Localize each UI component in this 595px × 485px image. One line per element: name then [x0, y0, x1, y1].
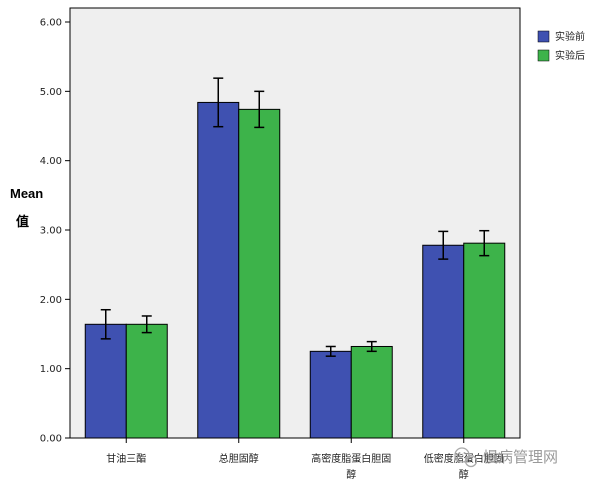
- bars: [84, 77, 506, 439]
- bar-before: [197, 101, 240, 439]
- y-axis-label-line2: 值: [16, 214, 29, 229]
- legend-swatch-before: [537, 30, 550, 43]
- x-category-label: 醇: [346, 468, 356, 481]
- y-tick-label: 5.00: [40, 87, 62, 98]
- legend: 实验前 实验后: [537, 30, 585, 62]
- x-category-label: 高密度脂蛋白胆固: [311, 452, 391, 465]
- bar-before: [309, 350, 352, 439]
- y-tick-label: 3.00: [40, 226, 62, 237]
- bar-before: [422, 244, 465, 439]
- x-category-label: 醇: [459, 468, 469, 481]
- watermark: 慢病管理网: [454, 447, 558, 468]
- y-tick-label: 4.00: [40, 156, 62, 167]
- x-category-label: 低密度脂蛋白胆固: [424, 452, 504, 465]
- legend-label-before: 实验前: [555, 30, 585, 43]
- legend-label-after: 实验后: [555, 49, 585, 62]
- y-tick-label: 0.00: [40, 434, 62, 445]
- watermark-text: 慢病管理网: [483, 448, 558, 466]
- legend-swatch-after: [537, 49, 550, 62]
- y-axis: 0.00 1.00 2.00 3.00 4.00 5.00 6.00: [40, 18, 70, 445]
- y-tick-label: 6.00: [40, 18, 62, 29]
- bar-before: [84, 323, 127, 439]
- x-category-label: 总胆固醇: [219, 452, 259, 465]
- y-tick-label: 2.00: [40, 295, 62, 306]
- bar-after: [350, 345, 393, 439]
- x-category-label: 甘油三酯: [106, 452, 146, 465]
- y-tick-label: 1.00: [40, 364, 62, 375]
- wechat-icon: [454, 447, 478, 468]
- bar-after: [463, 242, 506, 439]
- bar-after: [125, 323, 168, 439]
- bar-after: [238, 108, 281, 439]
- y-axis-label-line1: Mean: [10, 186, 43, 201]
